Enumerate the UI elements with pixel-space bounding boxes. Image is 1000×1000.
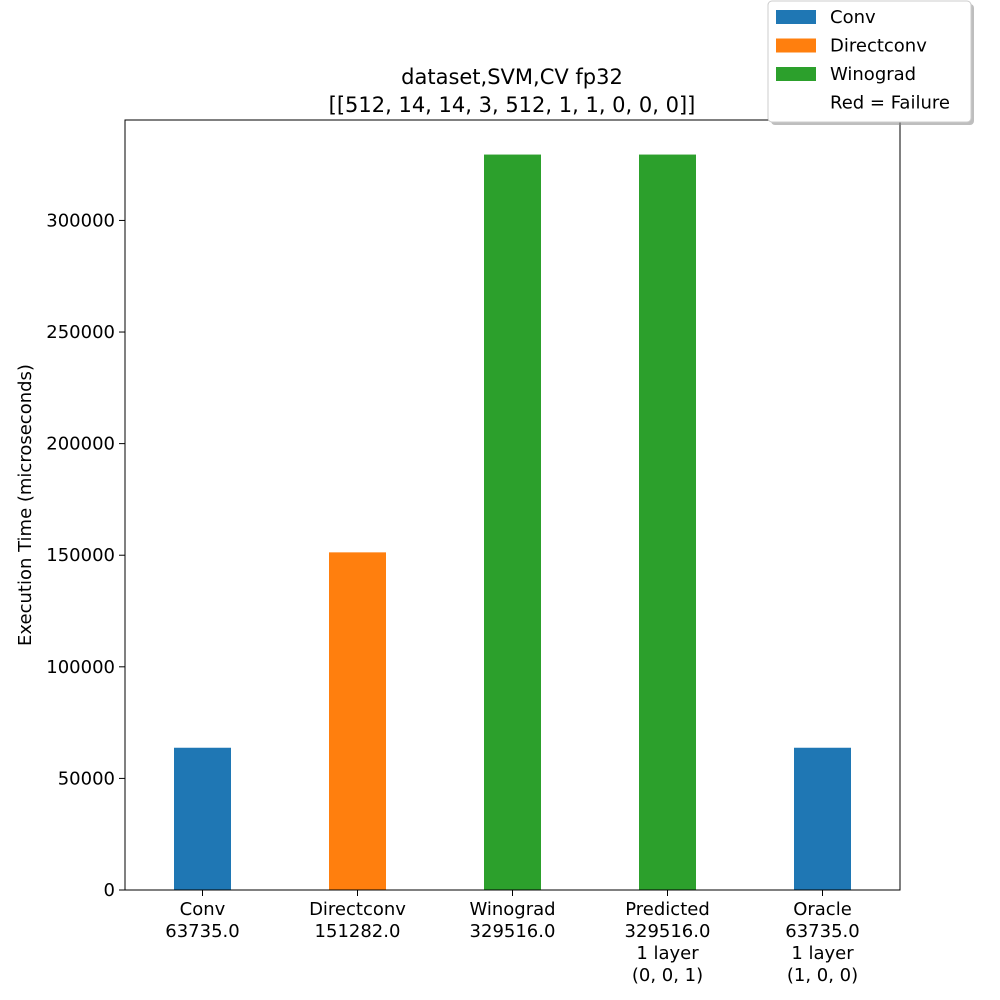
legend-box xyxy=(767,0,972,123)
legend-label-4: Red = Failure xyxy=(830,93,950,114)
x-tick-label-3: Winograd 329516.0 xyxy=(469,899,555,942)
y-tick-label-3: 100000 xyxy=(46,657,115,678)
bar-5 xyxy=(794,747,851,890)
chart-title-line-2: [[512, 14, 14, 3, 512, 1, 1, 0, 0, 0]] xyxy=(329,93,696,117)
bar-2 xyxy=(329,552,386,890)
legend: Conv Directconv Winograd Red = Failure xyxy=(767,0,974,125)
y-tick-label-4: 150000 xyxy=(46,545,115,566)
x-tick-label-5: Oracle 63735.0 1 layer (1, 0, 0) xyxy=(785,899,859,986)
bar-4 xyxy=(639,154,696,891)
legend-swatch-3 xyxy=(776,67,816,81)
chart-title-line-1: dataset,SVM,CV fp32 xyxy=(401,65,623,89)
legend-label-1: Conv xyxy=(830,7,876,28)
y-tick-label-5: 200000 xyxy=(46,434,115,455)
bar-1 xyxy=(174,747,231,890)
bar-3 xyxy=(484,154,541,891)
y-tick-label-1: 0 xyxy=(104,880,115,901)
y-axis: 0 50000 100000 150000 200000 250000 300000 xyxy=(46,210,125,901)
y-tick-label-6: 250000 xyxy=(46,322,115,343)
legend-label-3: Winograd xyxy=(830,64,916,85)
legend-label-2: Directconv xyxy=(830,36,927,57)
x-tick-label-4: Predicted 329516.0 1 layer (0, 0, 1) xyxy=(625,899,711,986)
y-tick-label-7: 300000 xyxy=(46,210,115,231)
bars-group xyxy=(174,154,851,891)
y-axis-label: Execution Time (microseconds) xyxy=(15,364,36,646)
x-tick-label-2: Directconv 151282.0 xyxy=(309,899,406,942)
chart-title: dataset,SVM,CV fp32 [[512, 14, 14, 3, 512… xyxy=(329,65,696,117)
x-tick-label-1: Conv 63735.0 xyxy=(165,899,239,942)
x-axis: Conv 63735.0 Directconv 151282.0 Winograd 329… xyxy=(165,890,860,986)
y-tick-label-2: 50000 xyxy=(58,768,115,789)
legend-swatch-1 xyxy=(776,10,816,24)
legend-swatch-2 xyxy=(776,38,816,53)
